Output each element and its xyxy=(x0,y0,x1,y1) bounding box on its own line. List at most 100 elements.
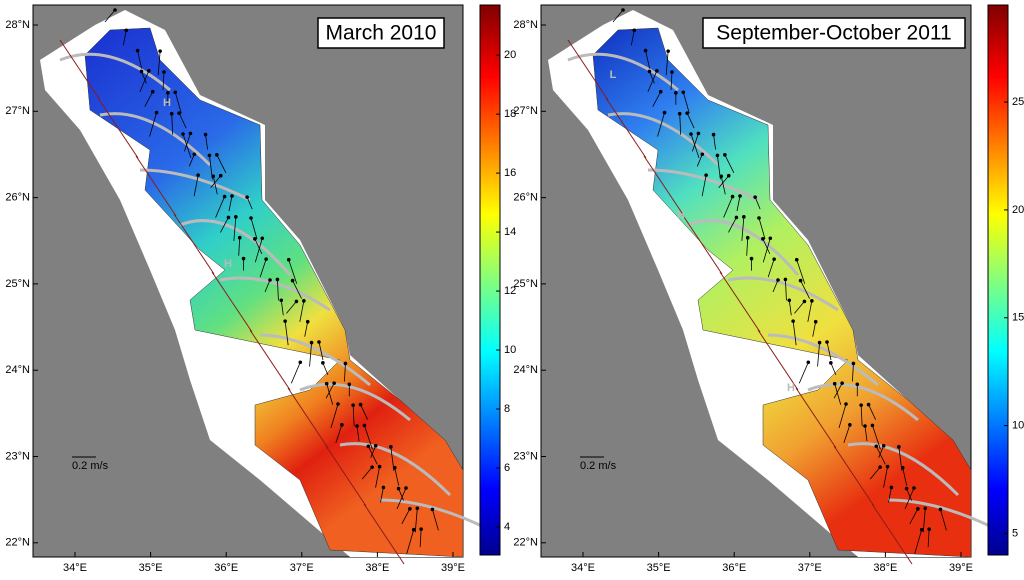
current-vector xyxy=(364,425,373,450)
station xyxy=(643,48,648,53)
current-vector xyxy=(883,466,888,488)
colorbar-tick-label: 14 xyxy=(504,226,516,238)
current-vector xyxy=(630,30,635,46)
contour-line xyxy=(219,276,331,312)
current-vector xyxy=(216,154,227,174)
current-vector xyxy=(686,112,695,129)
colorbar xyxy=(479,4,501,556)
current-vector xyxy=(800,280,810,299)
station xyxy=(411,527,416,532)
current-vector xyxy=(720,176,726,195)
station xyxy=(848,423,852,427)
current-vector xyxy=(792,321,797,346)
station xyxy=(343,361,348,366)
current-vector xyxy=(174,92,182,114)
current-vector xyxy=(647,70,658,93)
station xyxy=(196,173,200,177)
station xyxy=(222,194,227,199)
station xyxy=(324,381,329,386)
current-vector xyxy=(188,154,195,167)
current-vector xyxy=(356,425,360,442)
current-vector xyxy=(796,259,806,284)
station xyxy=(685,111,689,115)
station xyxy=(938,507,943,512)
current-vector xyxy=(741,216,745,241)
current-vector xyxy=(868,404,876,420)
station xyxy=(742,215,746,219)
station xyxy=(355,424,359,428)
contour-line xyxy=(179,219,292,276)
y-tick-label: 24°N xyxy=(5,364,30,376)
contour-line xyxy=(687,219,800,276)
station xyxy=(723,153,727,157)
station xyxy=(787,298,792,303)
current-vector xyxy=(860,405,863,427)
station xyxy=(761,237,765,241)
colorbar-tick-label: 15 xyxy=(1012,312,1024,324)
station xyxy=(670,70,674,74)
current-vector xyxy=(250,217,258,240)
station xyxy=(726,173,731,178)
current-vector xyxy=(690,133,700,159)
current-vector xyxy=(139,70,150,93)
colorbar-tick-label: 8 xyxy=(504,403,510,415)
station xyxy=(881,443,886,448)
colorbar-tick-label: 20 xyxy=(504,49,516,61)
station xyxy=(370,465,374,469)
current-vector xyxy=(264,279,271,293)
station xyxy=(734,215,739,220)
current-vector xyxy=(205,134,208,150)
coast-isobath xyxy=(173,213,215,275)
station xyxy=(283,319,287,323)
station xyxy=(237,235,242,240)
current-vector xyxy=(909,508,919,525)
current-vector xyxy=(758,217,766,240)
station xyxy=(124,28,129,33)
current-vector xyxy=(718,175,730,188)
station xyxy=(829,361,833,365)
current-vector xyxy=(762,238,771,263)
station xyxy=(113,8,117,12)
station xyxy=(173,90,178,95)
y-tick-label: 27°N xyxy=(513,105,538,117)
colorbar xyxy=(987,4,1009,556)
current-vector xyxy=(940,509,947,531)
y-tick-label: 28°N xyxy=(513,19,538,31)
station xyxy=(757,216,761,220)
contour-line xyxy=(727,276,839,312)
station xyxy=(817,340,822,345)
coast-isobath xyxy=(795,387,837,449)
y-tick-label: 26°N xyxy=(513,192,538,204)
eddy-marker: H xyxy=(677,209,685,221)
current-vector xyxy=(228,195,233,212)
current-vector xyxy=(670,71,673,91)
current-vector xyxy=(292,280,302,299)
current-vector xyxy=(817,342,820,367)
x-tick-label: 34°E xyxy=(571,562,595,574)
station xyxy=(154,110,159,115)
station xyxy=(404,486,408,490)
station xyxy=(696,131,701,136)
station xyxy=(139,69,144,74)
station xyxy=(674,91,678,95)
station xyxy=(347,382,352,387)
contour-line xyxy=(139,168,251,202)
station xyxy=(832,381,837,386)
current-vector xyxy=(692,133,699,152)
current-vector xyxy=(394,467,400,486)
station xyxy=(738,194,742,198)
station xyxy=(730,194,735,199)
current-vector xyxy=(286,301,297,314)
colorbar-tick-label: 18 xyxy=(504,108,516,120)
current-vector xyxy=(318,341,324,361)
station xyxy=(794,257,799,262)
current-vector xyxy=(344,363,346,382)
station xyxy=(866,402,871,407)
station xyxy=(851,361,856,366)
current-vector xyxy=(375,466,380,488)
colorbar-tick-label: 20 xyxy=(1012,204,1024,216)
y-tick-label: 28°N xyxy=(5,19,30,31)
station xyxy=(632,28,637,33)
current-vector xyxy=(878,445,885,458)
